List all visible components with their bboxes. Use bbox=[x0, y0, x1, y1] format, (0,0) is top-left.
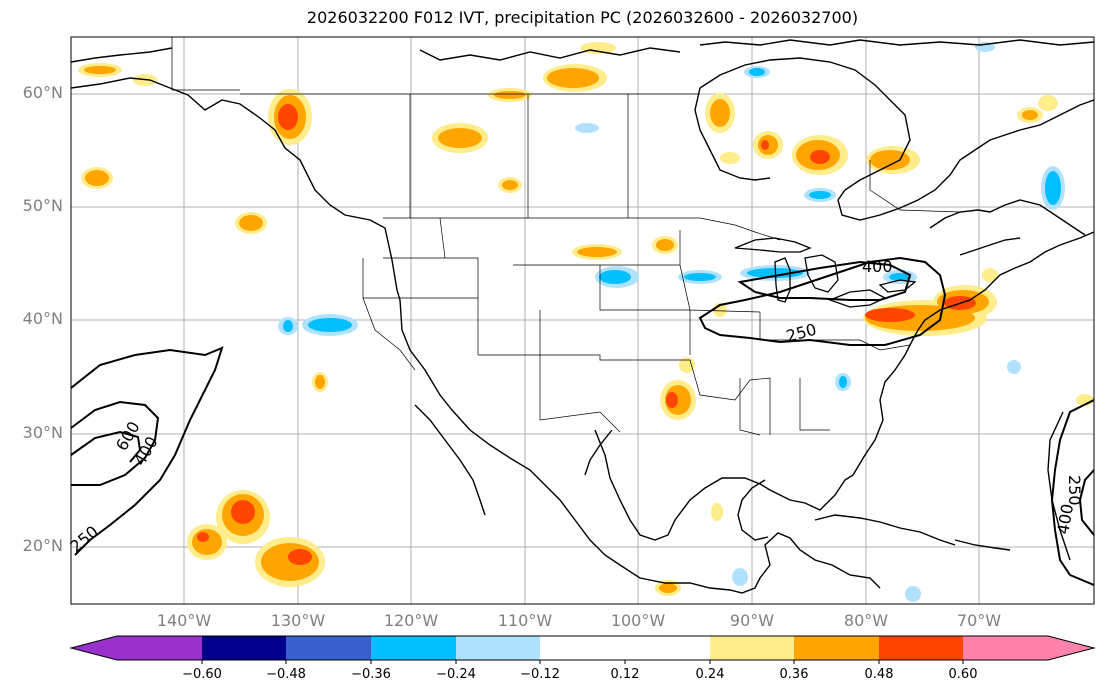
lat-label: 50°N bbox=[22, 196, 63, 215]
colorbar-tick-label: −0.36 bbox=[351, 667, 391, 682]
map-title: 2026032200 F012 IVT, precipitation PC (2… bbox=[306, 8, 859, 27]
lon-label: 120°W bbox=[383, 611, 439, 630]
colorbar-tick-label: 0.12 bbox=[610, 667, 640, 682]
colorbar-tick-label: −0.48 bbox=[266, 667, 306, 682]
lon-label: 80°W bbox=[843, 611, 889, 630]
colorbar-tick-label: 0.24 bbox=[695, 667, 725, 682]
lon-label: 100°W bbox=[610, 611, 666, 630]
colorbar-tick-label: 0.36 bbox=[779, 667, 809, 682]
lat-label: 40°N bbox=[22, 309, 63, 328]
colorbar-tick-label: −0.24 bbox=[436, 667, 476, 682]
political-borders bbox=[171, 37, 961, 436]
colorbar-tick-label: −0.60 bbox=[182, 667, 222, 682]
colorbar-tick-label: −0.12 bbox=[520, 667, 560, 682]
colorbar-extend-low bbox=[71, 636, 117, 660]
colorbar-tick-label: 0.48 bbox=[864, 667, 894, 682]
ivt-contours bbox=[70, 256, 1095, 586]
lon-label: 70°W bbox=[956, 611, 1002, 630]
contour-label: 400 bbox=[862, 257, 893, 276]
lat-label: 60°N bbox=[22, 83, 63, 102]
lon-label: 130°W bbox=[270, 611, 326, 630]
contour-label: 250 bbox=[1065, 475, 1084, 506]
lon-label: 140°W bbox=[156, 611, 212, 630]
lon-label: 110°W bbox=[497, 611, 553, 630]
colorbar bbox=[69, 635, 1096, 664]
colorbar-tick-label: 0.60 bbox=[948, 667, 978, 682]
lon-label: 90°W bbox=[729, 611, 775, 630]
map-frame bbox=[70, 36, 1095, 605]
coastlines bbox=[70, 39, 1095, 594]
lat-label: 30°N bbox=[22, 423, 63, 442]
lat-label: 20°N bbox=[22, 536, 63, 555]
colorbar-extend-high bbox=[963, 636, 1094, 660]
